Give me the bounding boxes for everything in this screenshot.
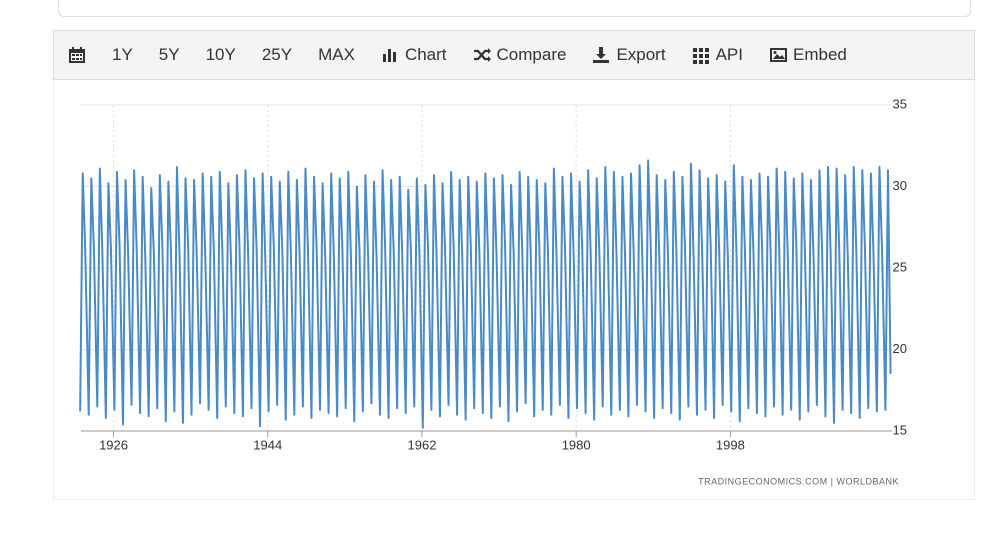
y-tick-label: 15 xyxy=(893,422,907,437)
toolbar-button[interactable]: 25Y xyxy=(262,45,292,65)
chart: 35 30 25 20 15 1926 1944 1962 1980 1998 TRADINGECO… xyxy=(79,96,907,486)
y-tick-label: 20 xyxy=(893,341,907,356)
button-label: 25Y xyxy=(261,45,293,64)
button-label: Embed xyxy=(792,45,847,64)
button-label: 5Y xyxy=(158,45,180,64)
y-tick-label: 30 xyxy=(893,178,907,193)
icon xyxy=(593,47,610,63)
toolbar-button[interactable]: 5Y xyxy=(159,45,180,65)
toolbar-button[interactable]: Chart xyxy=(381,45,447,65)
icon xyxy=(769,48,787,62)
button-label: 10Y xyxy=(205,45,236,64)
icon xyxy=(382,49,396,62)
icon xyxy=(692,48,709,64)
source: TRADINGECONOMICS.COM | WORLDBANK xyxy=(698,476,899,486)
chart-panel: 35 30 25 20 15 1926 1944 1962 1980 1998 TRADINGECO… xyxy=(53,80,975,500)
button-label: MAX xyxy=(318,45,355,64)
x-tick-label: 1926 xyxy=(99,437,128,452)
calendar-icon[interactable] xyxy=(68,46,86,64)
button-label: Export xyxy=(616,45,666,64)
card xyxy=(58,0,971,17)
x-tick-label: 1998 xyxy=(716,437,745,452)
toolbar-button[interactable]: MAX xyxy=(318,45,355,65)
y-tick-label: 25 xyxy=(893,259,907,274)
toolbar-button[interactable]: 10Y xyxy=(206,45,236,65)
button-label: 1Y xyxy=(112,45,133,64)
toolbar-button[interactable]: Embed xyxy=(769,45,847,65)
x-tick-label: 1962 xyxy=(408,437,437,452)
y-tick-label: 35 xyxy=(893,96,907,111)
button-label: Compare xyxy=(496,45,567,64)
line-series xyxy=(79,159,892,429)
button-label: API xyxy=(715,45,743,64)
button-label: Chart xyxy=(404,45,447,64)
x-tick-label: 1980 xyxy=(562,437,591,452)
toolbar-button[interactable]: API xyxy=(692,45,743,65)
icon xyxy=(473,48,491,62)
toolbar: 1Y 5Y 10Y 25Y MAX Chart Compare Export API Embed xyxy=(53,30,975,80)
x-tick-label: 1944 xyxy=(253,437,282,452)
toolbar-button[interactable]: Export xyxy=(592,45,666,65)
toolbar-button[interactable]: Compare xyxy=(473,45,567,65)
toolbar-button[interactable]: 1Y xyxy=(112,45,133,65)
